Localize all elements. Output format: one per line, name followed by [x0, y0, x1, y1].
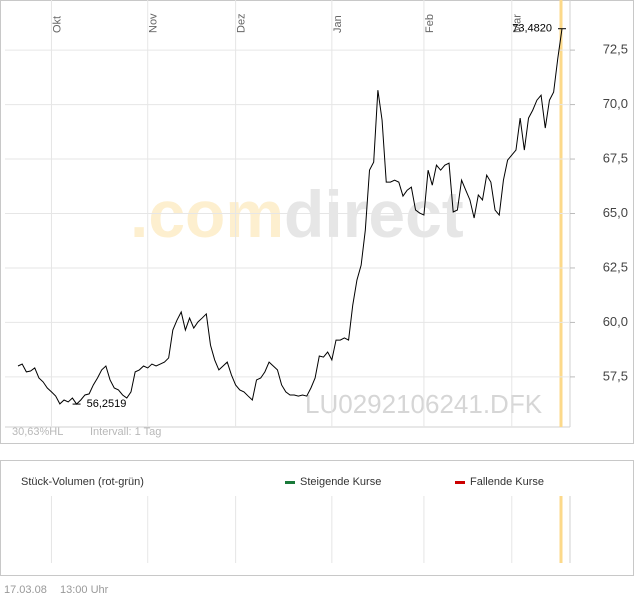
y-tick-label: 65,0: [603, 205, 628, 220]
interval: Intervall: 1 Tag: [90, 426, 161, 438]
price-line: [17, 28, 563, 405]
x-tick-label: Feb: [424, 14, 436, 33]
y-tick-label: 62,5: [603, 259, 628, 274]
y-tick-label: 70,0: [603, 96, 628, 111]
footer-time: 13:00 Uhr: [60, 584, 109, 596]
watermark: .comdirect: [130, 177, 464, 251]
marks: [17, 28, 566, 405]
hl-stat: 30,63%HL: [12, 426, 63, 438]
y-tick-label: 57,5: [603, 368, 628, 383]
watermark-direct: direct: [284, 177, 464, 251]
grid: [5, 0, 575, 563]
value-label: 56,2519: [87, 398, 127, 410]
y-tick-label: 67,5: [603, 150, 628, 165]
legend-label: Steigende Kurse: [300, 476, 381, 488]
legend-swatch: [285, 481, 295, 484]
volume-panel: [0, 460, 634, 576]
x-tick-label: Mar: [512, 14, 524, 33]
volume-title: Stück-Volumen (rot-grün): [21, 476, 144, 488]
x-tick-label: Okt: [51, 16, 63, 33]
watermark-com: .com: [130, 177, 284, 251]
x-tick-label: Dez: [236, 13, 248, 33]
x-tick-label: Jan: [332, 15, 344, 33]
legend-label: Fallende Kurse: [470, 476, 544, 488]
footer-date: 17.03.08: [4, 584, 47, 596]
x-tick-label: Nov: [148, 13, 160, 33]
y-tick-label: 60,0: [603, 314, 628, 329]
value-label: 73,4820: [512, 23, 552, 35]
y-tick-label: 72,5: [603, 42, 628, 57]
legend-swatch: [455, 481, 465, 484]
